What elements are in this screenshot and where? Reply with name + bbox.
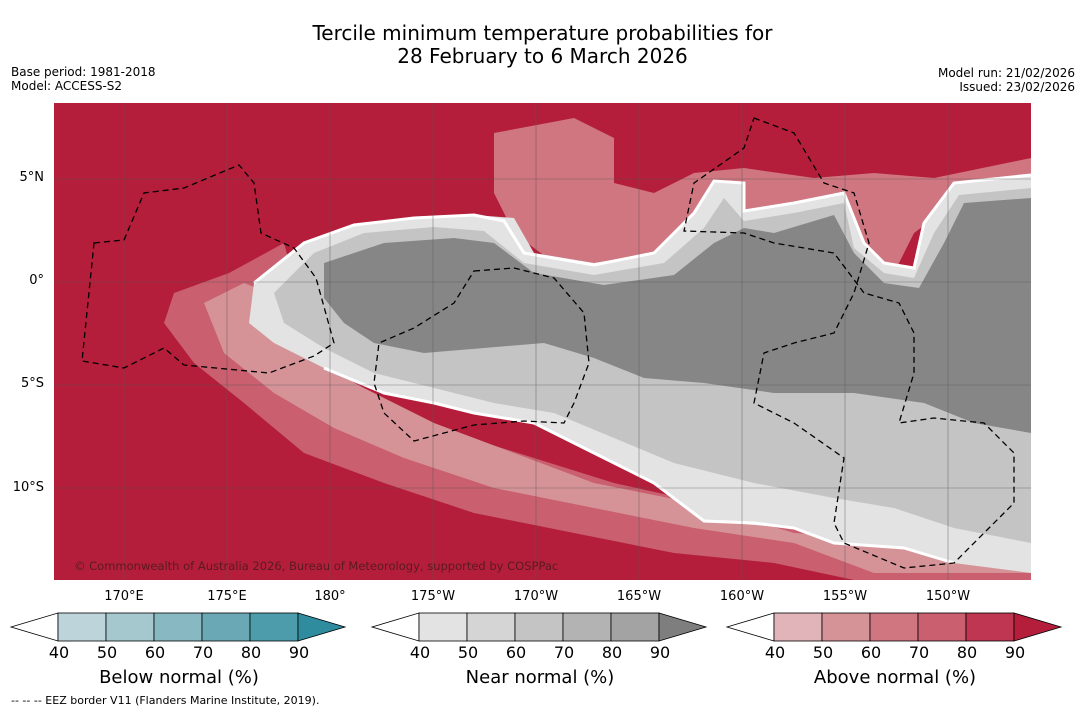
- colorbar-extend-low: [370, 612, 420, 642]
- colorbar-segment: [466, 612, 516, 642]
- lon-label-170w: 170°W: [513, 589, 559, 604]
- colorbar-tick-label: 90: [1004, 643, 1026, 662]
- title-line-2: 28 February to 6 March 2026: [397, 44, 688, 68]
- colorbars: [9, 612, 1063, 642]
- issued-date: Issued: 23/02/2026: [959, 80, 1075, 94]
- lon-label-155w: 155°W: [822, 589, 868, 604]
- colorbar-title-below: Below normal (%): [99, 667, 259, 688]
- colorbar-tick-label: 40: [48, 643, 70, 662]
- colorbar-segment: [418, 612, 468, 642]
- lon-label-150w: 150°W: [925, 589, 971, 604]
- colorbar-segment: [965, 612, 1015, 642]
- colorbar-segment: [917, 612, 967, 642]
- probability-boundary-line: [253, 173, 1031, 285]
- colorbar-tick-label: 60: [860, 643, 882, 662]
- colorbar-below-normal: [9, 612, 347, 642]
- lat-label-5s: 5°S: [20, 376, 44, 391]
- colorbar-above-normal: [725, 612, 1063, 642]
- probability-map-canvas: © Commonwealth of Australia 2026, Bureau…: [54, 103, 1031, 580]
- eez-borders: [81, 117, 1015, 569]
- colorbar-tick-label: 80: [240, 643, 262, 662]
- colorbar-tick-label: 60: [144, 643, 166, 662]
- colorbar-tick-label: 50: [812, 643, 834, 662]
- colorbar-tick-label: 90: [649, 643, 671, 662]
- meta-right: Model run: 21/02/2026 Issued: 23/02/2026: [938, 66, 1075, 94]
- colorbar-tick-label: 50: [96, 643, 118, 662]
- colorbar-segment: [821, 612, 871, 642]
- lon-label-180: 180°: [314, 589, 346, 604]
- lon-label-175w: 175°W: [410, 589, 456, 604]
- lat-label-0: 0°: [29, 273, 44, 288]
- colorbar-tick-label: 90: [288, 643, 310, 662]
- eez-border-north: [683, 117, 1015, 569]
- colorbar-title-above: Above normal (%): [813, 667, 977, 688]
- colorbar-extend-high: [297, 612, 347, 642]
- colorbar-segment: [153, 612, 203, 642]
- colorbar-tick-label: 60: [505, 643, 527, 662]
- lon-label-165w: 165°W: [616, 589, 662, 604]
- above-normal-north-ring: [494, 118, 1031, 278]
- title-line-1: Tercile minimum temperature probabilitie…: [312, 21, 773, 45]
- colorbar-title-near: Near normal (%): [465, 667, 615, 688]
- colorbar-segment: [105, 612, 155, 642]
- colorbar-segment: [514, 612, 564, 642]
- eez-border-west: [81, 164, 335, 374]
- colorbar-segment: [57, 612, 107, 642]
- colorbar-segment: [562, 612, 612, 642]
- colorbar-near-normal: [370, 612, 708, 642]
- colorbar-tick-label: 40: [764, 643, 786, 662]
- meta-left: Base period: 1981-2018 Model: ACCESS-S2: [11, 65, 156, 93]
- lat-label-10s: 10°S: [12, 480, 44, 495]
- colorbar-segment: [249, 612, 299, 642]
- eez-border-central: [373, 267, 590, 442]
- colorbar-tick-label: 70: [553, 643, 575, 662]
- colorbar-tick-label: 70: [908, 643, 930, 662]
- colorbar-extend-low: [725, 612, 775, 642]
- colorbar-tick-label: 70: [192, 643, 214, 662]
- colorbar-extend-high: [658, 612, 708, 642]
- model-run: Model run: 21/02/2026: [937, 66, 1075, 80]
- colorbar-tick-label: 50: [457, 643, 479, 662]
- colorbar-segment: [201, 612, 251, 642]
- base-period: Base period: 1981-2018: [11, 65, 156, 79]
- probability-boundary-line-south: [323, 366, 955, 565]
- copyright-notice: © Commonwealth of Australia 2026, Bureau…: [74, 559, 558, 573]
- colorbar-tick-label: 40: [409, 643, 431, 662]
- probability-map: © Commonwealth of Australia 2026, Bureau…: [54, 103, 1031, 580]
- colorbar-extend-low: [9, 612, 59, 642]
- colorbar-segment: [610, 612, 660, 642]
- graticule: [54, 103, 1031, 580]
- colorbar-tick-label: 80: [956, 643, 978, 662]
- colorbar-segment: [773, 612, 823, 642]
- lon-label-170e: 170°E: [104, 589, 144, 604]
- colorbar-segment: [869, 612, 919, 642]
- eez-legend-note: -- -- -- EEZ border V11 (Flanders Marine…: [11, 694, 320, 707]
- colorbar-tick-label: 80: [601, 643, 623, 662]
- model-name: Model: ACCESS-S2: [11, 79, 123, 93]
- lon-label-160w: 160°W: [719, 589, 765, 604]
- near-normal-90-core: [324, 198, 1031, 433]
- lon-label-175e: 175°E: [207, 589, 247, 604]
- map-title: Tercile minimum temperature probabilitie…: [0, 22, 1085, 68]
- lat-label-5n: 5°N: [19, 170, 45, 185]
- colorbar-extend-high: [1013, 612, 1063, 642]
